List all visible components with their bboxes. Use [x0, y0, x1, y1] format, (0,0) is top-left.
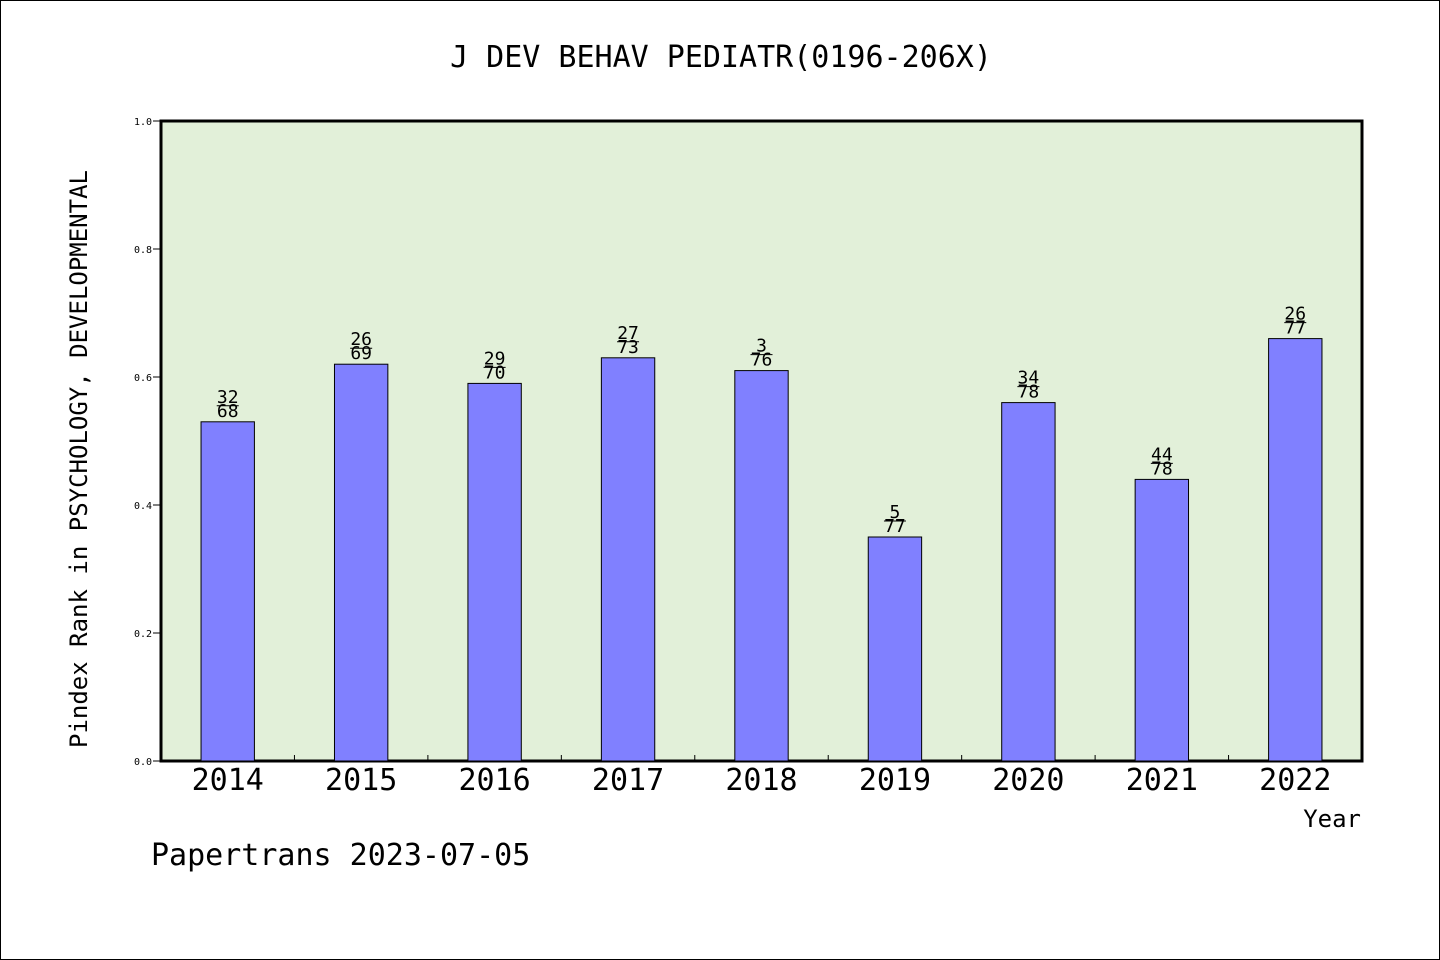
x-axis: 2014 2015 2016 2017 2018 2019 2020 2021 2022 [192, 755, 1331, 798]
bar-rank-label: 32 [217, 387, 239, 408]
x-tick-label: 2014 [192, 763, 264, 798]
footer-credit: Papertrans 2023-07-05 [151, 838, 530, 873]
bar [600, 357, 656, 762]
bar [333, 363, 389, 762]
y-tick-label: 0.0 [134, 757, 152, 768]
x-tick-label: 2018 [725, 763, 797, 798]
x-tick-label: 2019 [859, 763, 931, 798]
bar [467, 382, 522, 762]
bar-total-label: 70 [484, 362, 506, 383]
bar-total-label: 68 [217, 401, 239, 422]
bar-total-label: 77 [884, 516, 906, 537]
bar-rank-label: 26 [1284, 304, 1306, 325]
y-tick-label: 0.2 [134, 629, 152, 640]
bar-total-label: 76 [751, 350, 773, 371]
bar-rank-label: 27 [617, 323, 639, 344]
bar-total-label: 78 [1151, 458, 1173, 479]
bar-rank-label: 3 [756, 336, 767, 357]
bar [867, 536, 923, 762]
x-tick-label: 2015 [325, 763, 397, 798]
x-tick-label: 2016 [458, 763, 530, 798]
bar [1268, 338, 1323, 762]
bar-rank-label: 34 [1018, 368, 1040, 389]
bar-rank-label: 29 [484, 348, 506, 369]
y-tick-label: 0.6 [134, 373, 152, 384]
bar-rank-label: 26 [350, 329, 372, 350]
bar-total-label: 69 [350, 343, 372, 364]
x-tick-label: 2021 [1126, 763, 1198, 798]
bar-total-label: 77 [1284, 318, 1306, 339]
bar-rank-label: 5 [890, 502, 901, 523]
y-tick-label: 0.4 [134, 501, 152, 512]
bar [1001, 402, 1056, 762]
y-tick-label: 1.0 [134, 117, 152, 128]
bar [1134, 478, 1190, 762]
y-axis-label: Pindex Rank in PSYCHOLOGY, DEVELOPMENTAL [65, 170, 93, 748]
y-axis: 0.0 0.2 0.4 0.6 0.8 1.0 [134, 117, 161, 768]
bar [734, 370, 789, 762]
x-tick-label: 2022 [1259, 763, 1331, 798]
bar-total-label: 73 [617, 337, 639, 358]
bar-total-label: 78 [1018, 382, 1040, 403]
bar-rank-label: 44 [1151, 444, 1173, 465]
bar [200, 421, 255, 762]
x-tick-label: 2020 [992, 763, 1064, 798]
chart-title: J DEV BEHAV PEDIATR(0196-206X) [450, 40, 992, 75]
x-axis-label: Year [1303, 805, 1361, 833]
x-tick-label: 2017 [592, 763, 664, 798]
y-tick-label: 0.8 [134, 245, 152, 256]
